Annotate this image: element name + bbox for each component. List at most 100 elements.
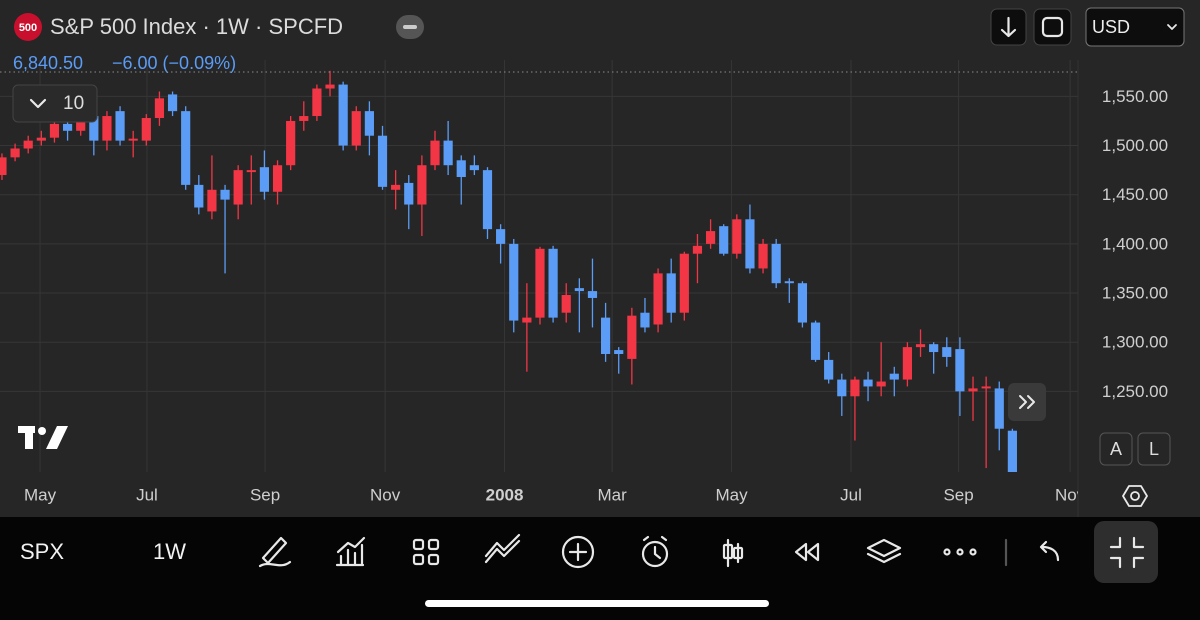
candle-body	[141, 118, 151, 141]
candle-body	[758, 243, 768, 269]
candle-body	[850, 379, 860, 397]
candle-body	[1007, 430, 1017, 472]
candle-body	[679, 253, 689, 313]
candle-body	[259, 167, 270, 192]
candle-body	[705, 231, 716, 244]
status-dash	[403, 25, 417, 29]
interval-button[interactable]: 1W	[153, 539, 186, 564]
y-tick-label: 1,550.00	[1102, 87, 1168, 106]
candle-body	[246, 170, 256, 173]
candle-body	[23, 140, 33, 149]
y-tick-label: 1,400.00	[1102, 234, 1168, 253]
x-tick-label: 2008	[486, 485, 524, 504]
candle-body	[272, 165, 283, 192]
chart-background	[0, 0, 1200, 517]
candle-body	[128, 138, 138, 141]
candle-body	[522, 317, 532, 323]
candle-body	[981, 386, 991, 389]
candle-body	[837, 379, 847, 397]
candle-body	[364, 111, 374, 136]
x-tick-label: Sep	[250, 485, 280, 504]
candle-body	[299, 116, 309, 121]
x-tick-label: Jul	[840, 485, 862, 504]
x-tick-label: Mar	[598, 485, 628, 504]
candle-body	[469, 165, 479, 171]
indicator-count: 10	[63, 93, 84, 114]
candle-body	[627, 315, 637, 359]
candle-body	[89, 116, 99, 141]
candle-body	[10, 148, 20, 158]
symbol-button[interactable]: SPX	[20, 539, 64, 564]
candle-body	[62, 123, 73, 131]
candle-body	[496, 229, 506, 244]
candle-body	[929, 344, 939, 353]
x-tick-label: Nov	[370, 485, 401, 504]
x-tick-label: Jul	[136, 485, 158, 504]
candle-body	[784, 281, 794, 284]
candle-body	[955, 349, 965, 392]
auto-scale-text: A	[1110, 439, 1122, 459]
candle-body	[915, 344, 926, 348]
candle-body	[902, 347, 913, 380]
select-chevron	[1167, 24, 1177, 30]
candle-body	[692, 245, 703, 254]
currency-select[interactable]	[1085, 7, 1185, 47]
candle-body	[666, 273, 676, 313]
candle-body	[771, 243, 781, 284]
candle-body	[220, 189, 230, 200]
candle-body	[312, 88, 322, 117]
download-icon	[1000, 16, 1017, 38]
exit-fullscreen-button[interactable]	[1094, 521, 1158, 583]
log-scale-button[interactable]	[1137, 432, 1171, 466]
x-tick-label: Nov	[1055, 485, 1086, 504]
candle-body	[456, 160, 466, 178]
candle-body	[640, 312, 650, 328]
candle-body	[286, 120, 296, 166]
candle-body	[207, 189, 217, 212]
candle-body	[745, 219, 755, 269]
candle-body	[824, 359, 834, 380]
candle-body	[863, 379, 873, 387]
candle-body	[876, 381, 886, 387]
candle-body	[325, 84, 335, 89]
candle-body	[653, 273, 663, 325]
collapse-button[interactable]	[12, 84, 98, 123]
toolbar-icons[interactable]	[258, 533, 1060, 569]
exit-fullscreen-icon	[1109, 536, 1145, 569]
candle-body	[102, 116, 112, 141]
candle-body	[404, 182, 414, 205]
candle-body	[338, 84, 348, 146]
candle-body	[351, 111, 361, 146]
candle-body	[601, 317, 611, 355]
y-tick-label: 1,250.00	[1102, 382, 1168, 401]
collapse-chevron	[29, 98, 47, 109]
candle-body	[968, 388, 978, 392]
candle-body	[391, 184, 401, 190]
y-tick-label: 1,450.00	[1102, 185, 1168, 204]
candle-body	[36, 137, 46, 141]
candle-body	[443, 140, 453, 166]
auto-scale-button[interactable]	[1099, 432, 1133, 466]
x-tick-label: May	[24, 485, 57, 504]
currency-text: USD	[1092, 17, 1130, 37]
settings-icon[interactable]	[1122, 485, 1148, 507]
candle-body	[535, 248, 545, 318]
symbol-title[interactable]: S&P 500 Index · 1W · SPCFD	[50, 14, 343, 39]
candle-body	[233, 170, 243, 205]
x-tick-label: Sep	[943, 485, 973, 504]
y-tick-label: 1,350.00	[1102, 284, 1168, 303]
y-tick-label: 1,500.00	[1102, 136, 1168, 155]
candle-body	[194, 184, 204, 208]
candle-body	[810, 322, 821, 360]
candle-body	[430, 140, 440, 166]
candle-body	[181, 111, 191, 185]
candle-body	[509, 243, 519, 321]
badge-text: 500	[19, 22, 37, 34]
candle-body	[76, 120, 86, 131]
candle-body	[154, 98, 165, 119]
fullscreen-button[interactable]	[1033, 8, 1072, 46]
candle-body	[574, 288, 584, 292]
last-price: 6,840.50	[13, 53, 83, 73]
